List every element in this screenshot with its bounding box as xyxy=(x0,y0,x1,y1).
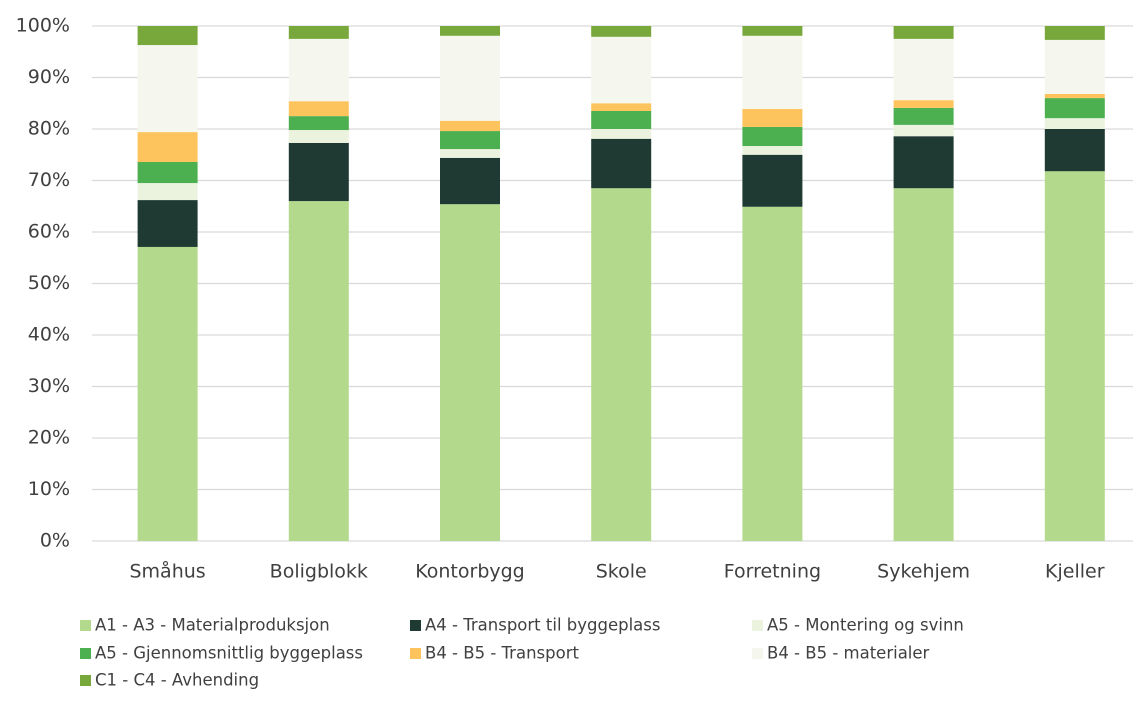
bar-segment xyxy=(591,188,652,541)
bar-segment xyxy=(1044,93,1105,99)
bar-segment xyxy=(742,154,803,207)
bar-segment xyxy=(742,26,803,36)
bar-segment xyxy=(440,204,500,541)
legend-label: C1 - C4 - Avhending xyxy=(95,671,259,690)
legend-label: A4 - Transport til byggeplass xyxy=(425,616,660,635)
bar-segment xyxy=(288,142,349,202)
x-tick-label: Kontorbygg xyxy=(415,561,525,583)
legend-swatch xyxy=(80,620,91,631)
y-tick-label: 60% xyxy=(28,221,70,243)
bar-segment xyxy=(893,124,954,137)
legend-label: B4 - B5 - materialer xyxy=(767,644,930,663)
bar-segment xyxy=(1044,26,1105,40)
legend-swatch xyxy=(410,620,421,631)
bar-segment xyxy=(137,45,198,133)
legend-label: A1 - A3 - Materialproduksjon xyxy=(95,616,330,635)
bar-segment xyxy=(1044,118,1105,129)
bar-segment xyxy=(742,126,803,146)
bar-segment xyxy=(893,38,954,101)
bar-segment xyxy=(591,36,652,104)
bar-segment xyxy=(1044,171,1105,542)
bar-segment xyxy=(137,26,198,46)
bar-segment xyxy=(137,161,198,184)
x-tick-label: Forretning xyxy=(724,561,821,583)
legend-label: A5 - Montering og svinn xyxy=(767,616,964,635)
bar-segment xyxy=(137,132,198,162)
x-tick-label: Sykehjem xyxy=(877,561,970,583)
legend-swatch xyxy=(752,620,763,631)
bar-segment xyxy=(288,101,349,117)
bar-segment xyxy=(1044,39,1105,94)
bar-segment xyxy=(440,120,500,132)
y-tick-label: 90% xyxy=(28,66,70,88)
bar-segment xyxy=(591,110,652,129)
x-tick-label: Kjeller xyxy=(1045,561,1105,583)
bar-segment xyxy=(742,108,803,127)
y-tick-label: 30% xyxy=(28,375,70,397)
bar-segment xyxy=(893,136,954,189)
bar-segment xyxy=(288,38,349,102)
x-tick-label: Småhus xyxy=(129,560,205,583)
bar-segment xyxy=(137,183,198,201)
bar-segment xyxy=(742,35,803,109)
bar-segment xyxy=(742,206,803,541)
legend-swatch xyxy=(80,675,91,686)
bar-segment xyxy=(137,200,198,247)
legend-label: B4 - B5 - Transport xyxy=(425,644,579,663)
x-tick-label: Boligblokk xyxy=(270,561,368,583)
y-tick-label: 20% xyxy=(28,427,70,449)
y-tick-label: 70% xyxy=(28,169,70,191)
bar-segment xyxy=(893,188,954,541)
y-tick-label: 40% xyxy=(28,324,70,346)
bar-segment xyxy=(591,138,652,189)
bar-segment xyxy=(440,157,500,205)
y-tick-label: 100% xyxy=(16,15,70,37)
bar-segment xyxy=(440,26,500,36)
bar-segment xyxy=(288,201,349,541)
bar-segment xyxy=(1044,98,1105,119)
bar-segment xyxy=(591,103,652,111)
bar-segment xyxy=(137,246,198,541)
bar-segment xyxy=(288,116,349,131)
bar-segment xyxy=(742,145,803,155)
bar-segment xyxy=(440,131,500,150)
y-tick-label: 80% xyxy=(28,118,70,140)
bar-segment xyxy=(893,100,954,108)
x-tick-label: Skole xyxy=(596,561,647,583)
bar-segment xyxy=(288,130,349,143)
bar-segment xyxy=(591,129,652,139)
legend-swatch xyxy=(80,648,91,659)
bar-segment xyxy=(440,35,500,121)
bar-segment xyxy=(893,26,954,39)
y-tick-label: 50% xyxy=(28,272,70,294)
bar-segment xyxy=(893,107,954,125)
legend-label: A5 - Gjennomsnittlig byggeplass xyxy=(95,644,363,663)
bar-segment xyxy=(440,149,500,158)
y-tick-label: 0% xyxy=(40,530,70,552)
bar-segment xyxy=(288,26,349,39)
legend-swatch xyxy=(752,648,763,659)
legend-swatch xyxy=(410,648,421,659)
y-tick-label: 10% xyxy=(28,478,70,500)
bar-segment xyxy=(1044,129,1105,172)
bar-segment xyxy=(591,26,652,37)
